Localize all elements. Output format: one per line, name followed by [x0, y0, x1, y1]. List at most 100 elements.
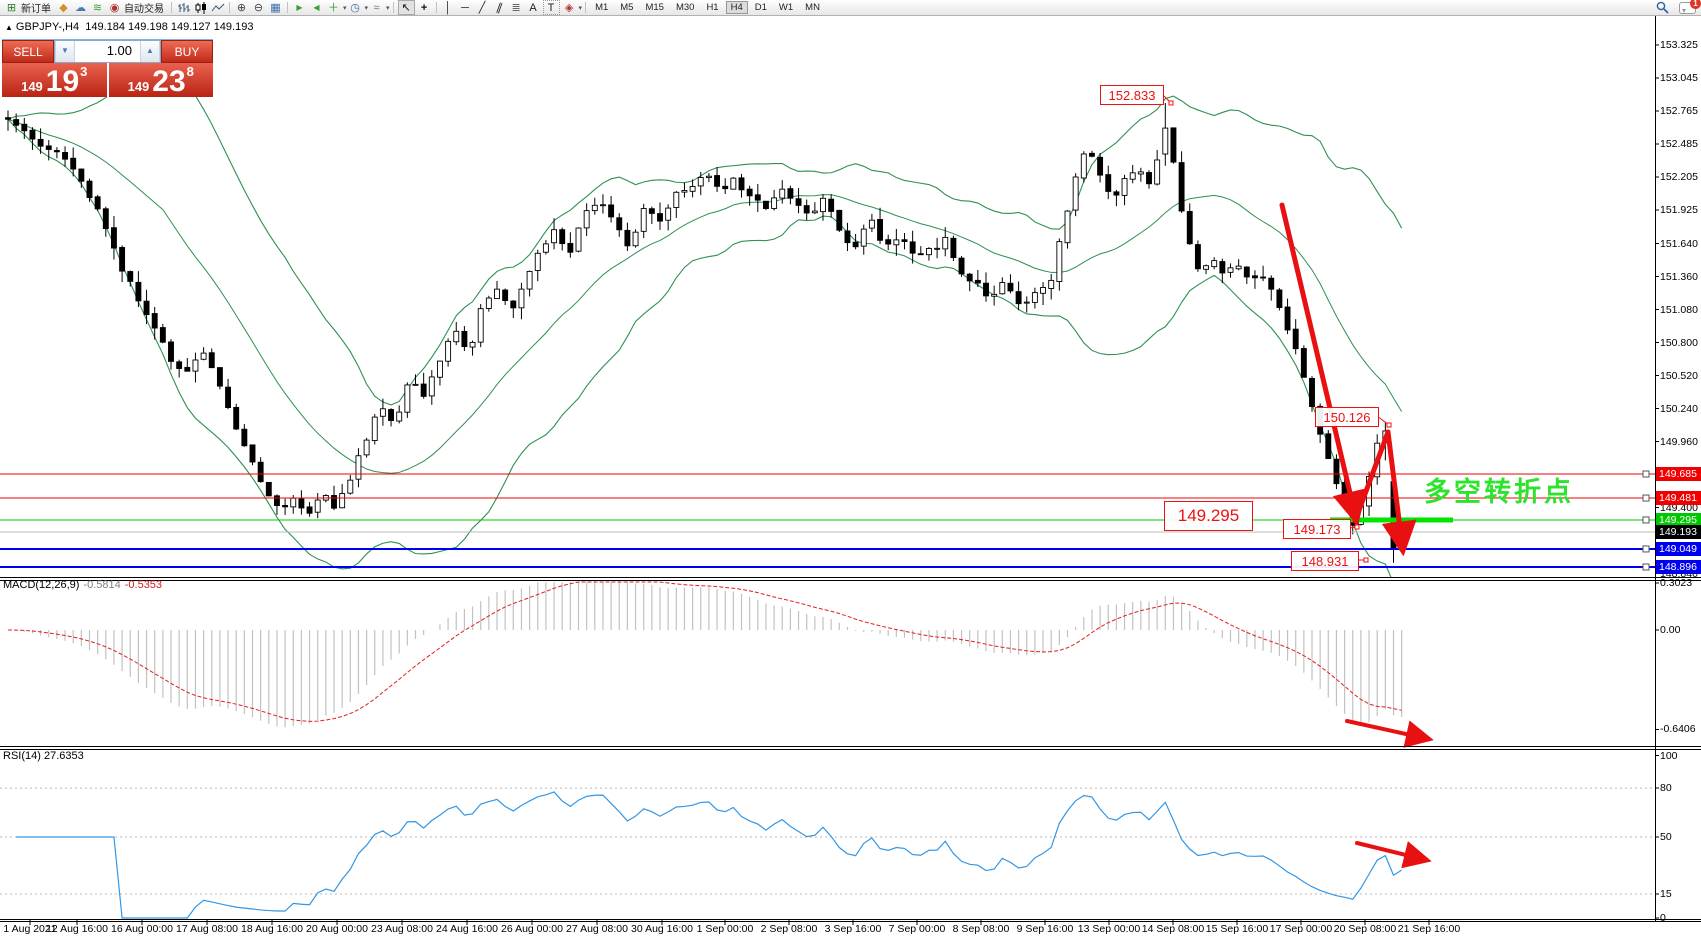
templates-caret-icon[interactable]: ▾ — [386, 4, 390, 12]
price-callout[interactable]: 149.295 — [1164, 501, 1253, 531]
timeframe-button-m5[interactable]: M5 — [620, 2, 634, 13]
rsi-arrow[interactable] — [1355, 841, 1432, 869]
autotrading-button[interactable]: 自动交易 — [124, 4, 164, 15]
line-handle[interactable] — [1642, 563, 1650, 571]
volume-input[interactable]: 1.00 — [106, 43, 132, 58]
price-callout[interactable]: 150.126 — [1315, 407, 1379, 427]
price-axis-tick: 150.240 — [1660, 402, 1698, 415]
candle-body — [1031, 292, 1038, 303]
timeframe-button-m15[interactable]: M15 — [645, 2, 664, 13]
candle-body — [958, 257, 965, 275]
timeframe-button-w1[interactable]: W1 — [778, 2, 794, 13]
candle-body — [974, 279, 981, 284]
line-handle[interactable] — [1642, 494, 1650, 502]
zoom-out-icon[interactable]: ⊖ — [253, 1, 264, 14]
fibonacci-icon[interactable]: ≣ — [511, 1, 521, 14]
label-tool-icon[interactable]: T — [542, 0, 560, 15]
candle-body — [216, 367, 223, 387]
arrows-tool-icon[interactable]: ◈ — [564, 1, 574, 14]
text-tool-icon[interactable]: A — [529, 1, 537, 14]
price-callout[interactable]: 148.931 — [1291, 551, 1359, 571]
line-handle[interactable] — [1642, 516, 1650, 524]
indicators-caret-icon[interactable]: ▾ — [343, 4, 347, 12]
line-handle[interactable] — [1642, 545, 1650, 553]
notifications-icon[interactable]: 1 — [1679, 0, 1701, 14]
price-axis-tick: 153.325 — [1660, 39, 1698, 51]
line-chart-icon[interactable] — [210, 1, 225, 14]
time-axis-label: 27 Aug 08:00 — [566, 923, 628, 935]
autotrading-icon[interactable]: ◉ — [109, 1, 120, 14]
price-axis-tick: 151.925 — [1660, 203, 1698, 216]
candle-body — [249, 444, 256, 463]
line-handle[interactable] — [1642, 470, 1650, 478]
candle-body — [632, 231, 639, 247]
candle-body — [868, 219, 875, 229]
buy-price-main: 149 — [127, 79, 150, 94]
signal-icon[interactable]: ≋ — [92, 1, 103, 14]
timeframe-button-m1[interactable]: M1 — [595, 2, 609, 13]
candle-body — [428, 376, 435, 397]
chart-shift-icon[interactable]: ◀ — [313, 2, 320, 12]
timeframe-button-m30[interactable]: M30 — [675, 2, 695, 13]
price-callout[interactable]: 149.173 — [1283, 519, 1351, 539]
candle-body — [477, 308, 484, 343]
channel-icon[interactable]: ∥ — [494, 0, 504, 15]
volume-up-button[interactable]: ▲ — [140, 41, 160, 62]
new-order-icon[interactable]: ⊞ — [6, 1, 17, 14]
trendline-icon[interactable]: ╱ — [478, 1, 486, 14]
cloud-icon[interactable]: ☁ — [75, 1, 86, 14]
arrows-caret-icon[interactable]: ▾ — [578, 4, 583, 12]
buy-button[interactable]: BUY — [161, 40, 213, 63]
annotation-arrows[interactable] — [1161, 93, 1434, 869]
turning-point-annotation[interactable]: 多空转折点 — [1424, 477, 1574, 507]
trend-arrow[interactable] — [1381, 429, 1417, 557]
candle-body — [754, 194, 761, 201]
tile-windows-icon[interactable]: ▦ — [270, 1, 281, 14]
price-callout[interactable]: 152.833 — [1100, 85, 1164, 105]
eraser-icon[interactable]: ◆ — [59, 1, 68, 14]
sell-price-display[interactable]: 149 19 3 — [2, 63, 109, 97]
periods-icon[interactable]: ◷ — [350, 1, 360, 14]
indicators-icon[interactable]: ＋ — [328, 1, 339, 14]
horizontal-line-icon[interactable]: ─ — [461, 1, 469, 14]
vertical-line-icon[interactable]: │ — [444, 1, 452, 14]
zoom-in-icon[interactable]: ⊕ — [236, 1, 247, 14]
candle-body — [648, 208, 655, 214]
templates-icon[interactable]: ≈ — [373, 1, 380, 14]
buy-price-display[interactable]: 149 23 8 — [108, 63, 213, 97]
trend-arrow[interactable] — [1352, 429, 1391, 524]
candle-body — [534, 252, 541, 271]
candle-body — [200, 352, 207, 360]
timeframe-button-d1[interactable]: D1 — [754, 2, 767, 13]
candlestick-chart-icon[interactable] — [193, 1, 208, 14]
time-axis-label: 17 Sep 00:00 — [1269, 923, 1333, 935]
periods-caret-icon[interactable]: ▾ — [364, 4, 369, 12]
candle-body — [526, 270, 533, 290]
time-axis-label: 18 Aug 16:00 — [241, 923, 303, 935]
candle-body — [811, 210, 818, 214]
candle-body — [412, 383, 419, 386]
trend-arrow[interactable] — [1279, 202, 1367, 527]
collapse-arrow-icon[interactable]: ▲ — [5, 23, 13, 32]
macd-axis-tick: 0.3023 — [1660, 577, 1693, 590]
sell-button[interactable]: SELL — [2, 40, 54, 63]
candle-body — [893, 239, 900, 246]
candle-body — [591, 204, 598, 212]
rsi-axis-tick: 0 — [1660, 912, 1666, 924]
timeframe-button-h4[interactable]: H4 — [725, 1, 748, 14]
horizontal-lines[interactable] — [0, 470, 1655, 571]
macd-arrow[interactable] — [1345, 719, 1434, 748]
candle-body — [771, 197, 778, 209]
volume-down-button[interactable]: ▼ — [55, 41, 75, 62]
timeframe-button-h1[interactable]: H1 — [706, 2, 719, 13]
candle-body — [673, 191, 680, 208]
timeframe-button-mn[interactable]: MN — [805, 2, 820, 13]
auto-scroll-icon[interactable]: ▶ — [296, 2, 303, 12]
rsi-line — [16, 791, 1402, 919]
search-icon[interactable] — [1655, 1, 1670, 14]
cursor-icon[interactable]: ↖ — [397, 0, 415, 15]
new-order-button[interactable]: 新订单 — [21, 4, 51, 15]
crosshair-icon[interactable]: + — [420, 1, 428, 14]
bar-chart-icon[interactable] — [176, 1, 191, 14]
